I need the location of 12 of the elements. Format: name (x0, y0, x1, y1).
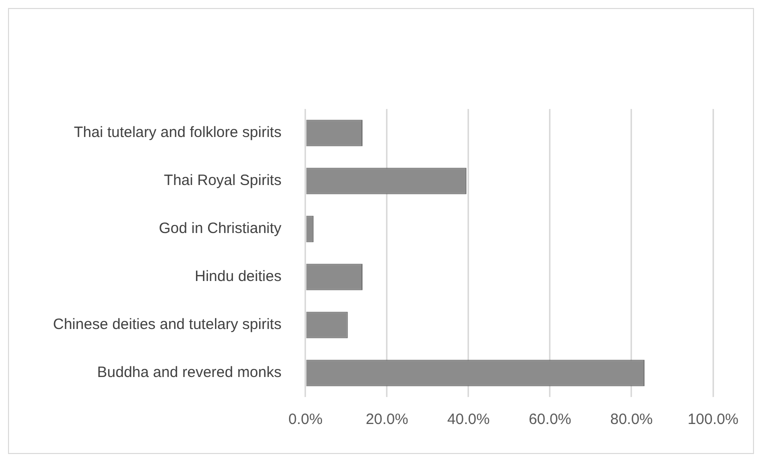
x-tick-label: 60.0% (528, 411, 572, 428)
y-tick-label: Thai tutelary and folklore spirits (74, 124, 282, 142)
y-tick-label: Chinese deities and tutelary spirits (52, 316, 282, 334)
x-tick-label: 100.0% (688, 411, 738, 428)
y-tick-label: God in Christianity (158, 220, 282, 238)
x-tick-label: 80.0% (610, 411, 653, 428)
x-tick-label: 40.0% (447, 411, 490, 428)
y-tick-label: Hindu deities (194, 268, 282, 286)
x-tick-label: 20.0% (366, 411, 408, 428)
y-tick-label: Buddha and revered monks (97, 364, 282, 382)
y-tick-label: Thai Royal Spirits (164, 172, 282, 190)
x-tick-label: 0.0% (288, 411, 323, 428)
